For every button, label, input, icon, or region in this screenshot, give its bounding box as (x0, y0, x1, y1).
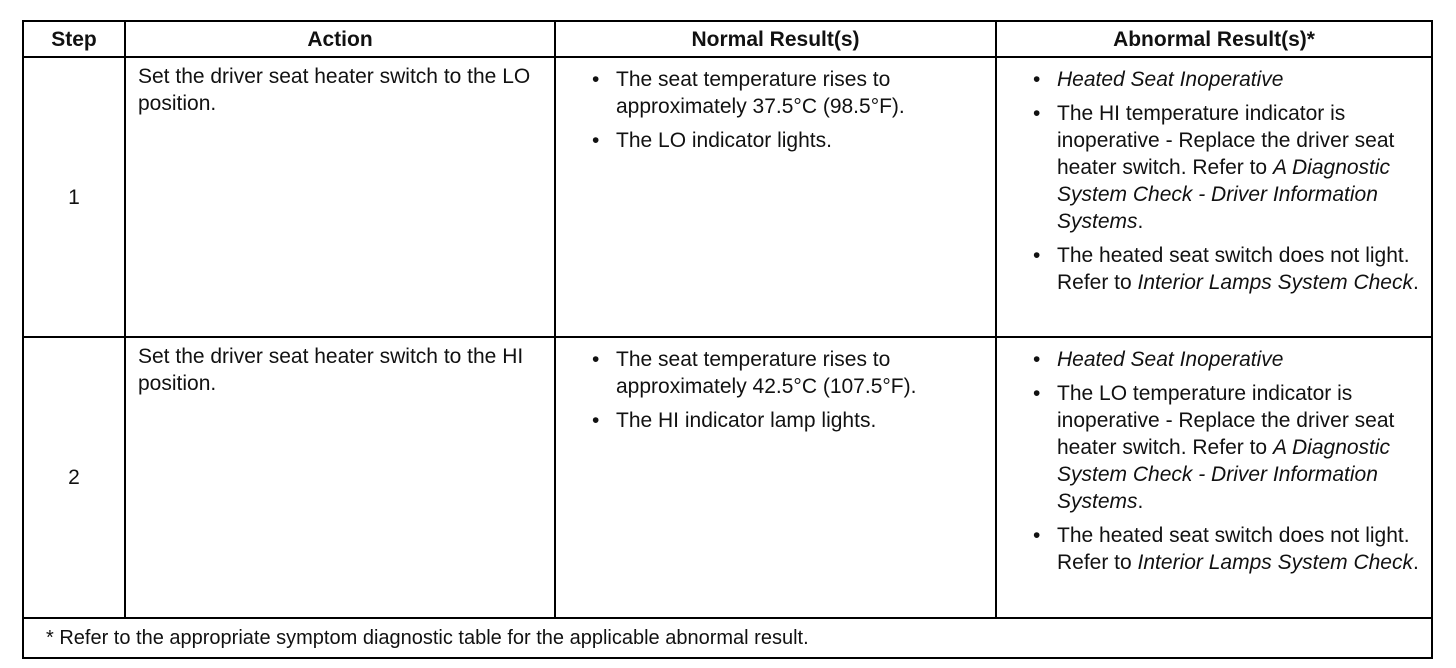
abnormal-result-title: Heated Seat Inoperative (1057, 348, 1284, 371)
abnormal-result-text: The HI temperature indicator is inoperat… (1057, 102, 1395, 179)
normal-results-cell: The seat temperature rises to approximat… (554, 56, 997, 338)
step-number: 1 (22, 56, 126, 338)
step-number: 2 (22, 336, 126, 619)
procedure-reference: A Diagnostic System Check - Driver Infor… (1057, 156, 1391, 233)
abnormal-result-title: Heated Seat Inoperative (1057, 68, 1284, 91)
period: . (1137, 490, 1144, 513)
header-row: Step Action Normal Result(s) Abnormal Re… (22, 20, 1433, 58)
abnormal-result-text: The LO temperature indicator is inoperat… (1057, 382, 1395, 459)
procedure-reference: A Diagnostic System Check - Driver Infor… (1057, 436, 1391, 513)
header-abnormal-results: Abnormal Result(s)* (995, 20, 1433, 58)
action-cell: Set the driver seat heater switch to the… (124, 336, 556, 619)
normal-result-item: The LO indicator lights. (566, 127, 985, 154)
action-cell: Set the driver seat heater switch to the… (124, 56, 556, 338)
footnote-row: * Refer to the appropriate symptom diagn… (22, 617, 1433, 659)
footnote: * Refer to the appropriate symptom diagn… (22, 617, 1433, 659)
table-row: 1 Set the driver seat heater switch to t… (22, 56, 1433, 338)
abnormal-result-item: The HI temperature indicator is inoperat… (1007, 100, 1421, 235)
abnormal-result-item: The heated seat switch does not light. R… (1007, 242, 1421, 296)
abnormal-results-cell: Heated Seat Inoperative The HI temperatu… (995, 56, 1433, 338)
normal-result-item: The HI indicator lamp lights. (566, 407, 985, 434)
header-action: Action (124, 20, 556, 58)
normal-result-item: The seat temperature rises to approximat… (566, 66, 985, 120)
period: . (1412, 271, 1419, 294)
abnormal-result-item: Heated Seat Inoperative (1007, 66, 1421, 93)
diagnostic-table: Step Action Normal Result(s) Abnormal Re… (22, 20, 1433, 659)
abnormal-result-text: The heated seat switch does not light. R… (1057, 244, 1410, 294)
abnormal-results-cell: Heated Seat Inoperative The LO temperatu… (995, 336, 1433, 619)
header-normal-results: Normal Result(s) (554, 20, 997, 58)
header-step: Step (22, 20, 126, 58)
period: . (1137, 210, 1144, 233)
abnormal-result-item: The LO temperature indicator is inoperat… (1007, 380, 1421, 515)
table-row: 2 Set the driver seat heater switch to t… (22, 336, 1433, 619)
abnormal-result-item: Heated Seat Inoperative (1007, 346, 1421, 373)
period: . (1412, 551, 1419, 574)
procedure-reference: Interior Lamps System Check (1137, 271, 1413, 294)
abnormal-result-item: The heated seat switch does not light. R… (1007, 522, 1421, 576)
procedure-reference: Interior Lamps System Check (1137, 551, 1413, 574)
normal-result-item: The seat temperature rises to approximat… (566, 346, 985, 400)
normal-results-cell: The seat temperature rises to approximat… (554, 336, 997, 619)
abnormal-result-text: The heated seat switch does not light. R… (1057, 524, 1410, 574)
